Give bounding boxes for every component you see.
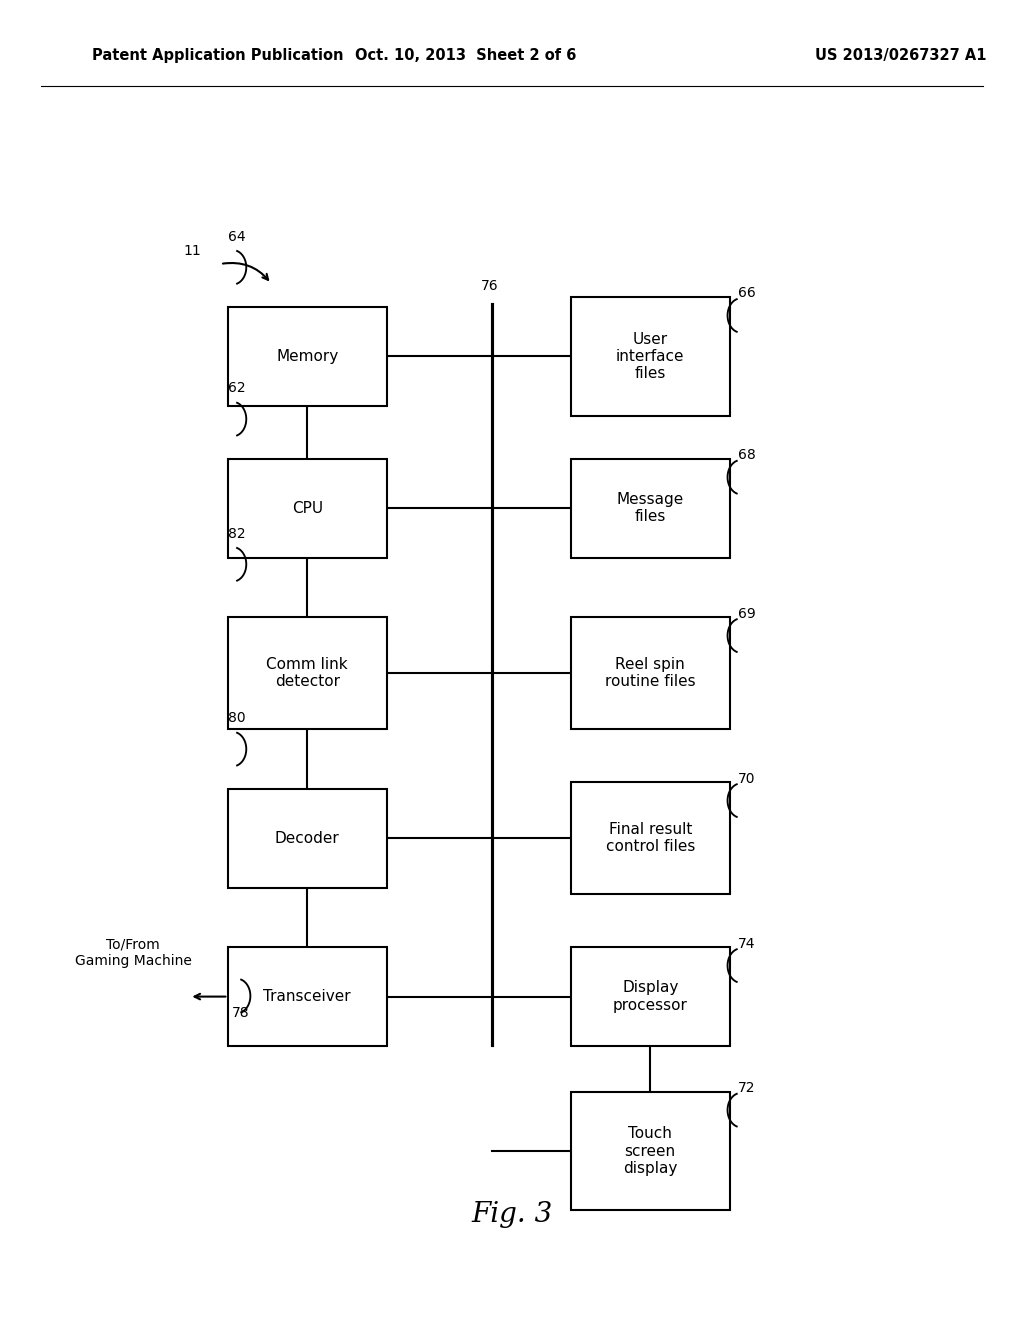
FancyBboxPatch shape <box>227 459 386 557</box>
Text: User
interface
files: User interface files <box>616 331 684 381</box>
Text: 74: 74 <box>737 937 756 950</box>
FancyBboxPatch shape <box>571 297 729 416</box>
Text: US 2013/0267327 A1: US 2013/0267327 A1 <box>815 48 987 63</box>
Text: Oct. 10, 2013  Sheet 2 of 6: Oct. 10, 2013 Sheet 2 of 6 <box>355 48 577 63</box>
Text: Patent Application Publication: Patent Application Publication <box>92 48 344 63</box>
FancyBboxPatch shape <box>571 948 729 1045</box>
Text: To/From
Gaming Machine: To/From Gaming Machine <box>75 939 191 968</box>
FancyBboxPatch shape <box>571 1092 729 1210</box>
Text: Final result
control files: Final result control files <box>605 822 695 854</box>
FancyBboxPatch shape <box>227 788 386 887</box>
Text: 11: 11 <box>183 244 202 257</box>
Text: 62: 62 <box>227 381 246 396</box>
Text: 80: 80 <box>227 711 246 726</box>
Text: Decoder: Decoder <box>274 830 340 846</box>
Text: 70: 70 <box>737 771 756 785</box>
FancyBboxPatch shape <box>227 948 386 1045</box>
Text: Display
processor: Display processor <box>612 981 688 1012</box>
Text: CPU: CPU <box>292 500 323 516</box>
Text: Reel spin
routine files: Reel spin routine files <box>605 657 695 689</box>
Text: 64: 64 <box>227 230 246 243</box>
FancyBboxPatch shape <box>571 618 729 729</box>
FancyBboxPatch shape <box>571 459 729 557</box>
FancyBboxPatch shape <box>227 308 386 407</box>
Text: Message
files: Message files <box>616 492 684 524</box>
Text: 82: 82 <box>227 527 246 541</box>
Text: Fig. 3: Fig. 3 <box>471 1201 553 1228</box>
Text: 78: 78 <box>231 1006 250 1020</box>
Text: 66: 66 <box>737 286 756 301</box>
Text: 76: 76 <box>480 279 499 293</box>
Text: Memory: Memory <box>276 348 338 364</box>
Text: Comm link
detector: Comm link detector <box>266 657 348 689</box>
Text: 69: 69 <box>737 607 756 620</box>
Text: 68: 68 <box>737 449 756 462</box>
Text: Transceiver: Transceiver <box>263 989 351 1005</box>
FancyBboxPatch shape <box>227 618 386 729</box>
Text: Touch
screen
display: Touch screen display <box>623 1126 678 1176</box>
FancyBboxPatch shape <box>571 781 729 895</box>
Text: 72: 72 <box>737 1081 756 1096</box>
